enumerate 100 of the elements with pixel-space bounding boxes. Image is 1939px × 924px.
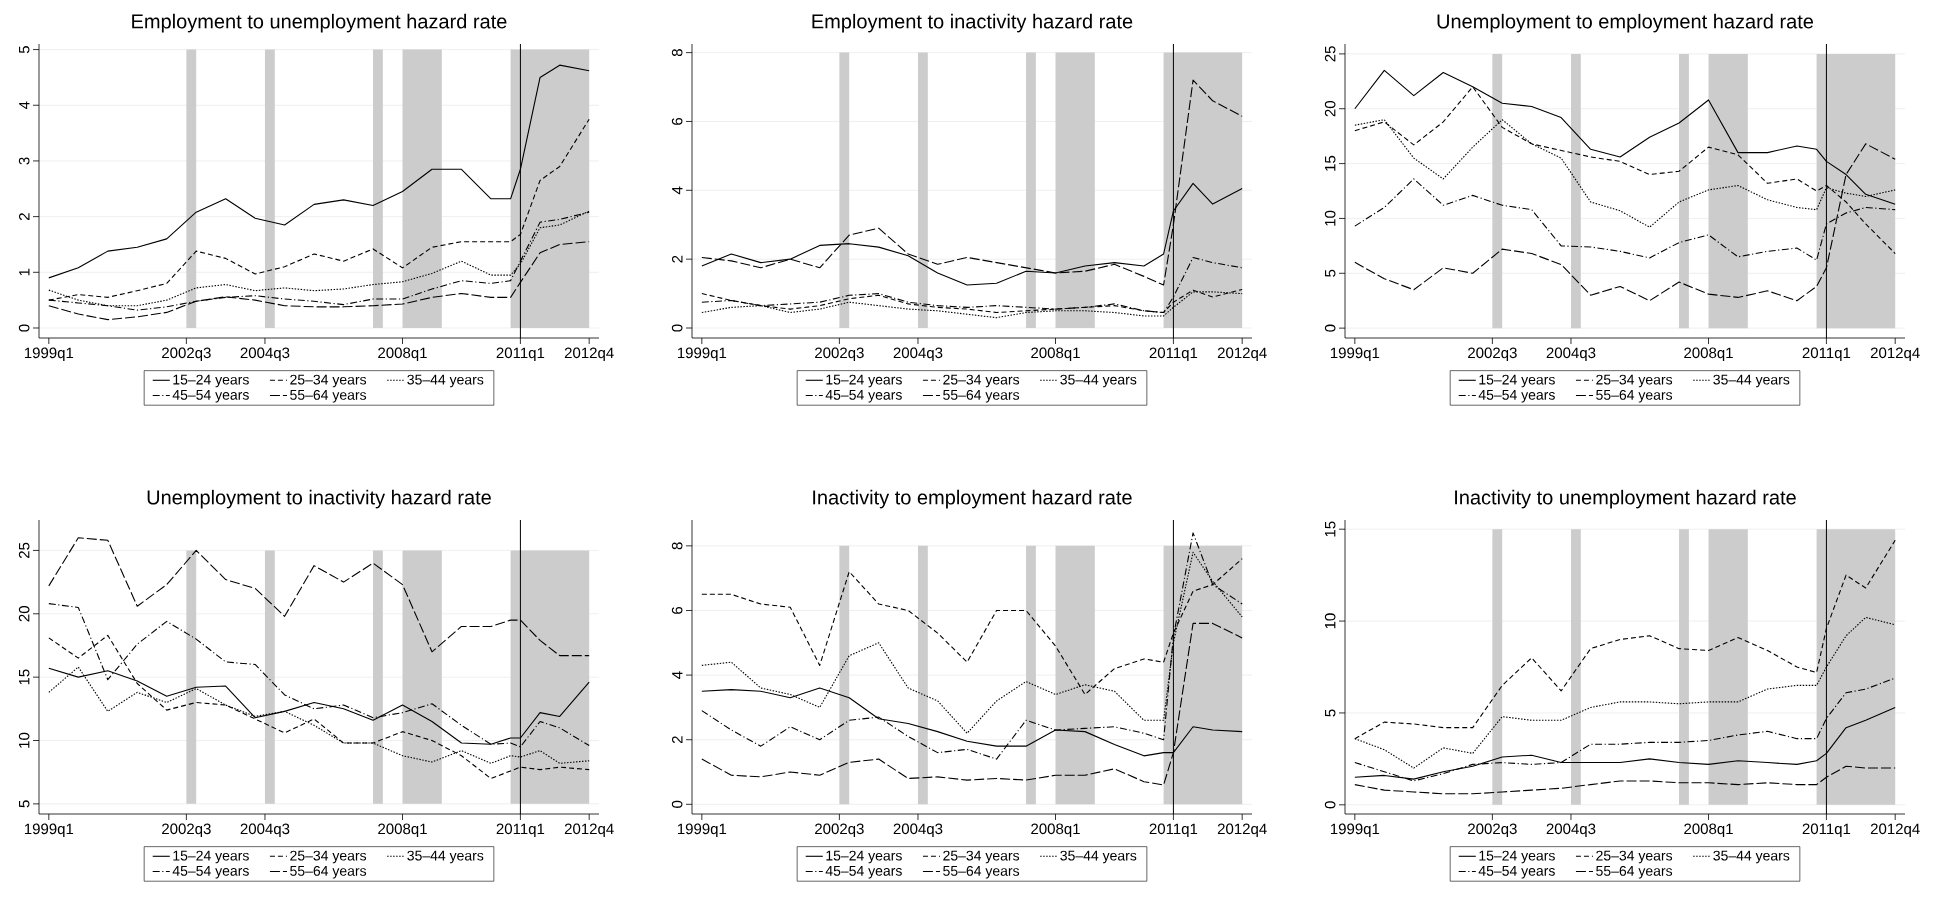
x-tick-label: 2011q1 [496, 347, 545, 362]
legend-label: 35–44 years [1713, 374, 1790, 388]
legend-label: 55–64 years [290, 865, 367, 879]
x-tick-label: 2004q3 [893, 347, 943, 362]
y-tick-label: 0 [671, 324, 683, 332]
x-tick-label: 2002q3 [1468, 823, 1517, 838]
legend-label: 15–24 years [173, 374, 249, 388]
x-tick-label: 2012q4 [1870, 823, 1920, 838]
x-tick-label: 2012q4 [1870, 347, 1920, 362]
legend-label: 35–44 years [1060, 850, 1137, 864]
legend-label: 15–24 years [826, 374, 902, 388]
x-tick-label: 2012q4 [564, 823, 614, 838]
y-tick-label: 15 [1325, 521, 1336, 537]
y-tick-label: 6 [671, 117, 683, 125]
y-tick-label: 4 [672, 186, 683, 195]
x-tick-label: 2011q1 [1149, 347, 1198, 362]
x-tick-label: 2008q1 [1031, 347, 1080, 362]
x-tick-label: 2004q3 [1546, 347, 1596, 362]
x-tick-label: 1999q1 [677, 823, 727, 838]
chart-title: Unemployment to inactivity hazard rate [147, 489, 491, 509]
legend-label: 55–64 years [943, 865, 1020, 879]
y-tick-label: 0 [1324, 801, 1336, 809]
y-tick-label: 2 [672, 736, 683, 744]
x-tick-label: 2012q4 [564, 347, 614, 362]
legend-label: 45–54 years [172, 866, 249, 879]
x-tick-label: 2008q1 [1684, 823, 1733, 838]
y-tick-label: 3 [18, 157, 30, 165]
chart-title: Employment to unemployment hazard rate [132, 13, 507, 33]
legend-label: 45–54 years [825, 866, 902, 879]
legend-label: 25–34 years [943, 850, 1020, 864]
y-tick-label: 0 [18, 324, 30, 332]
legend-label: 25–34 years [943, 374, 1020, 388]
x-tick-label: 2002q3 [1468, 347, 1517, 362]
legend-label: 45–54 years [1478, 390, 1555, 403]
y-tick-label: 5 [1325, 269, 1336, 277]
legend-label: 55–64 years [1596, 389, 1673, 403]
y-tick-label: 25 [1324, 46, 1336, 62]
y-tick-label: 4 [19, 101, 30, 110]
legend-label: 35–44 years [1060, 374, 1137, 388]
y-tick-label: 0 [1324, 324, 1336, 332]
x-tick-label: 2002q3 [162, 823, 211, 838]
legend-label: 45–54 years [825, 389, 902, 403]
legend-label: 35–44 years [407, 850, 484, 864]
y-tick-label: 25 [18, 542, 30, 559]
x-tick-label: 1999q1 [24, 347, 74, 362]
x-tick-label: 2008q1 [1684, 347, 1733, 362]
legend-label: 15–24 years [1479, 374, 1555, 388]
x-tick-label: 2008q1 [1031, 823, 1080, 838]
y-tick-label: 2 [672, 255, 683, 263]
y-tick-label: 15 [1325, 155, 1336, 171]
y-tick-label: 5 [19, 800, 30, 808]
y-tick-label: 0 [671, 800, 683, 808]
y-tick-label: 4 [672, 671, 683, 679]
legend-label: 35–44 years [1713, 850, 1790, 864]
y-tick-label: 20 [18, 606, 30, 622]
x-tick-label: 1999q1 [24, 823, 74, 838]
legend-label: 25–34 years [290, 374, 367, 388]
legend-label: 15–24 years [1479, 850, 1555, 864]
x-tick-label: 2002q3 [815, 347, 864, 362]
legend-label: 25–34 years [1596, 374, 1673, 388]
legend-label: 55–64 years [290, 389, 367, 403]
y-tick-label: 8 [671, 49, 683, 57]
y-tick-label: 1 [19, 268, 30, 276]
x-tick-label: 2004q3 [240, 823, 290, 838]
legend-label: 45–54 years [172, 390, 249, 403]
x-tick-label: 2012q4 [1217, 347, 1267, 362]
y-tick-label: 6 [671, 606, 683, 614]
chart-title: Inactivity to employment hazard rate [813, 489, 1132, 509]
legend-label: 55–64 years [943, 389, 1020, 403]
y-tick-label: 10 [1324, 210, 1336, 226]
y-tick-label: 5 [19, 46, 30, 54]
y-tick-label: 20 [1324, 100, 1336, 117]
x-tick-label: 2011q1 [1802, 823, 1851, 838]
legend-label: 15–24 years [173, 850, 249, 864]
x-tick-label: 2004q3 [1546, 823, 1596, 838]
y-tick-label: 10 [18, 732, 30, 748]
x-tick-label: 2011q1 [496, 823, 545, 838]
chart-title: Unemployment to employment hazard rate [1437, 13, 1814, 33]
legend-label: 15–24 years [826, 850, 902, 864]
x-tick-label: 2002q3 [162, 347, 211, 362]
y-tick-label: 2 [18, 213, 30, 221]
x-tick-label: 1999q1 [1330, 823, 1380, 838]
legend-label: 25–34 years [1596, 850, 1673, 864]
x-tick-label: 2011q1 [1149, 823, 1198, 838]
y-tick-label: 5 [1325, 709, 1336, 717]
y-tick-label: 8 [671, 542, 683, 550]
x-tick-label: 1999q1 [1330, 347, 1380, 362]
legend-label: 45–54 years [1478, 866, 1555, 879]
chart-title: Inactivity to unemployment hazard rate [1455, 489, 1796, 509]
x-tick-label: 2002q3 [815, 823, 864, 838]
x-tick-label: 2008q1 [378, 823, 427, 838]
x-tick-label: 1999q1 [677, 347, 727, 362]
legend-label: 35–44 years [407, 374, 484, 388]
y-tick-label: 10 [1324, 613, 1336, 629]
legend-label: 55–64 years [1596, 865, 1673, 879]
x-tick-label: 2004q3 [240, 347, 290, 362]
y-tick-label: 15 [19, 669, 30, 685]
x-tick-label: 2012q4 [1217, 823, 1267, 838]
x-tick-label: 2008q1 [378, 347, 427, 362]
legend-label: 25–34 years [290, 850, 367, 864]
